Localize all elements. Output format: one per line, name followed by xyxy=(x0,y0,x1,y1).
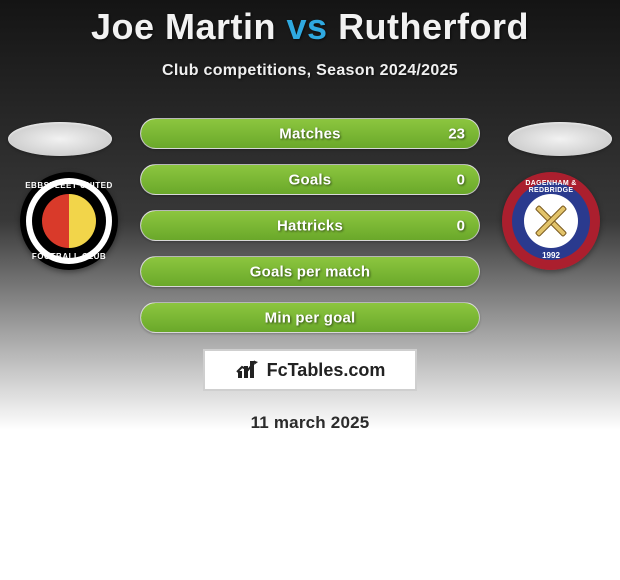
page-title: Joe Martin vs Rutherford xyxy=(0,0,620,48)
player2-name: Rutherford xyxy=(338,6,529,47)
stat-bars: Matches 23 Goals 0 Hattricks 0 Goals per match… xyxy=(140,118,480,333)
stat-bar: Goals per match xyxy=(140,256,480,287)
stat-label: Goals xyxy=(289,171,332,188)
stat-bar: Matches 23 xyxy=(140,118,480,149)
brand-box: FcTables.com xyxy=(203,349,417,391)
snapshot-date: 11 march 2025 xyxy=(0,413,620,433)
stat-bar: Hattricks 0 xyxy=(140,210,480,241)
stat-value-right: 0 xyxy=(457,217,465,234)
stat-label: Goals per match xyxy=(250,263,371,280)
stat-bar: Min per goal xyxy=(140,302,480,333)
brand-text: FcTables.com xyxy=(267,360,386,381)
player1-name: Joe Martin xyxy=(91,6,276,47)
stat-label: Hattricks xyxy=(277,217,343,234)
subtitle: Club competitions, Season 2024/2025 xyxy=(0,62,620,80)
stat-label: Matches xyxy=(279,125,340,142)
stat-label: Min per goal xyxy=(265,309,356,326)
stat-value-right: 23 xyxy=(448,125,465,142)
stat-bar: Goals 0 xyxy=(140,164,480,195)
comparison-card: Joe Martin vs Rutherford Club competitio… xyxy=(0,0,620,580)
stat-value-right: 0 xyxy=(457,171,465,188)
brand-chart-icon xyxy=(235,359,261,381)
vs-text: vs xyxy=(287,6,328,47)
